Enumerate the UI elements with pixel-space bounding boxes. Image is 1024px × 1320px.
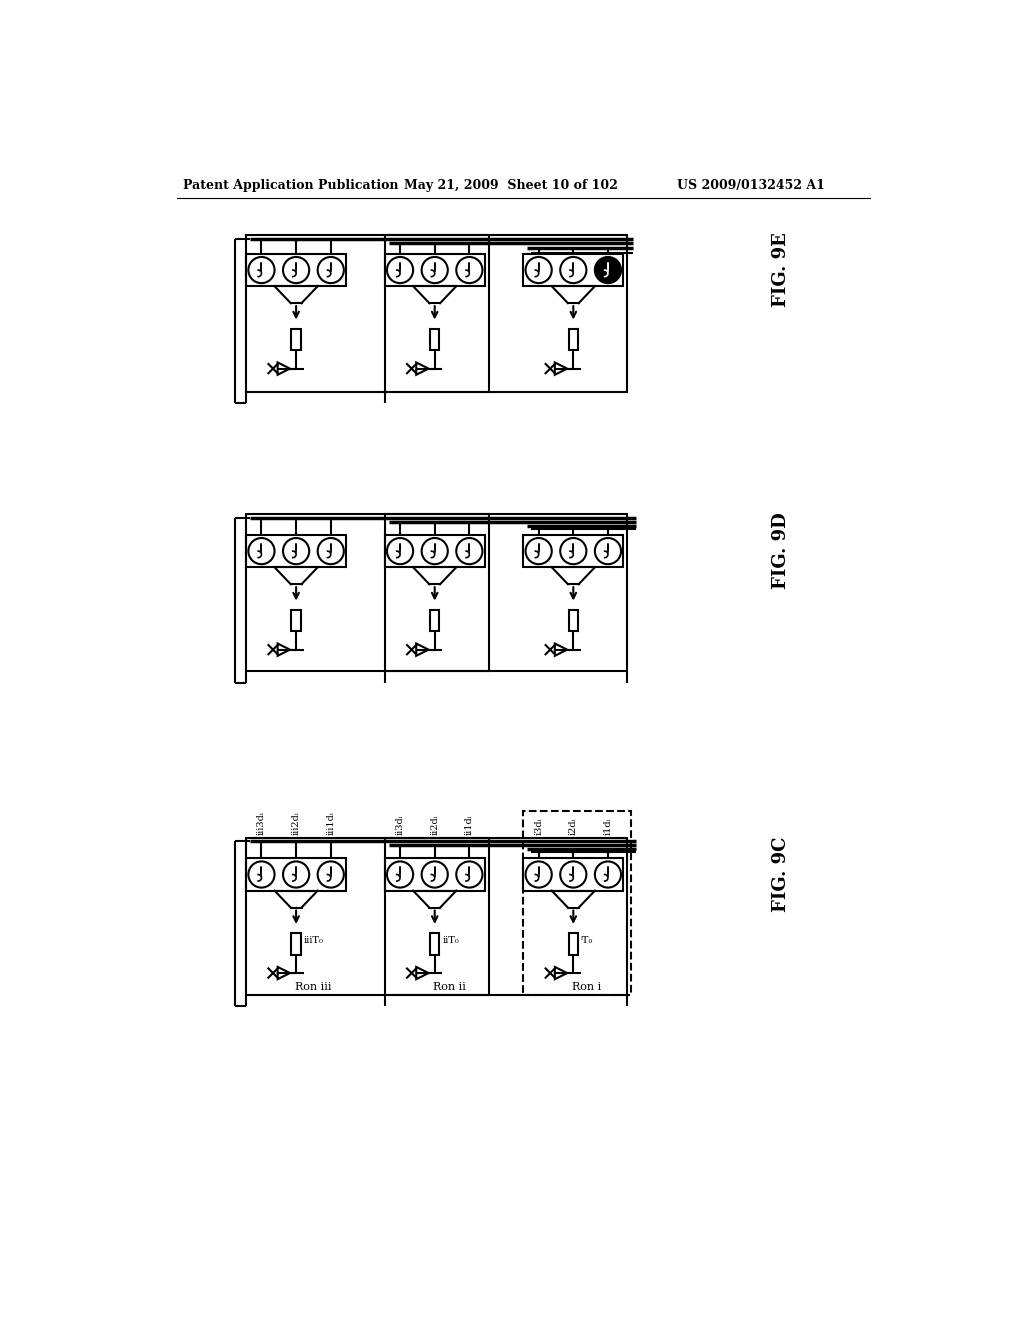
Circle shape [595,862,621,887]
Circle shape [283,862,309,887]
Text: FIG. 9C: FIG. 9C [772,837,791,912]
Bar [568,329,578,350]
Text: Ron ii: Ron ii [433,982,466,991]
Bar [292,329,301,350]
Text: ii1dᵢ: ii1dᵢ [465,814,474,836]
Circle shape [525,862,552,887]
Bar [385,515,628,671]
Circle shape [249,539,274,564]
Circle shape [560,862,587,887]
Circle shape [387,257,413,284]
Text: Ron i: Ron i [571,982,601,991]
Text: iiT₀: iiT₀ [442,936,459,945]
Circle shape [387,862,413,887]
Bar [385,253,484,286]
Circle shape [317,862,344,887]
Circle shape [422,257,447,284]
Bar [568,933,578,954]
Text: ii3dᵢ: ii3dᵢ [395,814,404,836]
Text: iiiT₀: iiiT₀ [304,936,324,945]
Bar [385,858,484,891]
Circle shape [422,862,447,887]
Bar [292,933,301,954]
Text: US 2009/0132452 A1: US 2009/0132452 A1 [677,178,825,191]
Circle shape [317,539,344,564]
Text: Patent Application Publication: Patent Application Publication [183,178,398,191]
Circle shape [283,539,309,564]
Text: Ron iii: Ron iii [295,982,331,991]
Bar [430,610,439,631]
Circle shape [457,257,482,284]
Bar [246,838,488,995]
Circle shape [249,257,274,284]
Text: May 21, 2009  Sheet 10 of 102: May 21, 2009 Sheet 10 of 102 [403,178,617,191]
Circle shape [422,539,447,564]
Bar [246,515,488,671]
Circle shape [457,539,482,564]
Text: FIG. 9E: FIG. 9E [772,232,791,308]
Bar [523,810,631,995]
Bar [246,235,488,392]
Bar [246,858,346,891]
Text: ⁱT₀: ⁱT₀ [581,936,593,945]
Circle shape [595,539,621,564]
Circle shape [595,257,621,284]
Bar [523,858,624,891]
Bar [430,329,439,350]
Text: ii2dᵢ: ii2dᵢ [430,814,439,836]
Text: i3dᵢ: i3dᵢ [535,817,543,836]
Text: FIG. 9D: FIG. 9D [772,512,791,590]
Bar [292,610,301,631]
Circle shape [560,539,587,564]
Bar [385,235,628,392]
Circle shape [525,539,552,564]
Bar [246,253,346,286]
Bar [385,535,484,568]
Circle shape [560,257,587,284]
Bar [385,838,628,995]
Circle shape [249,862,274,887]
Text: i1dᵢ: i1dᵢ [603,817,612,836]
Bar [246,535,346,568]
Text: i2dᵢ: i2dᵢ [568,817,578,836]
Circle shape [525,257,552,284]
Bar [523,535,624,568]
Circle shape [317,257,344,284]
Circle shape [457,862,482,887]
Circle shape [283,257,309,284]
Bar [523,253,624,286]
Bar [430,933,439,954]
Bar [568,610,578,631]
Circle shape [387,539,413,564]
Text: iii2dᵢ: iii2dᵢ [292,812,301,836]
Text: iii1dᵢ: iii1dᵢ [327,812,335,836]
Text: iii3dᵢ: iii3dᵢ [257,812,266,836]
